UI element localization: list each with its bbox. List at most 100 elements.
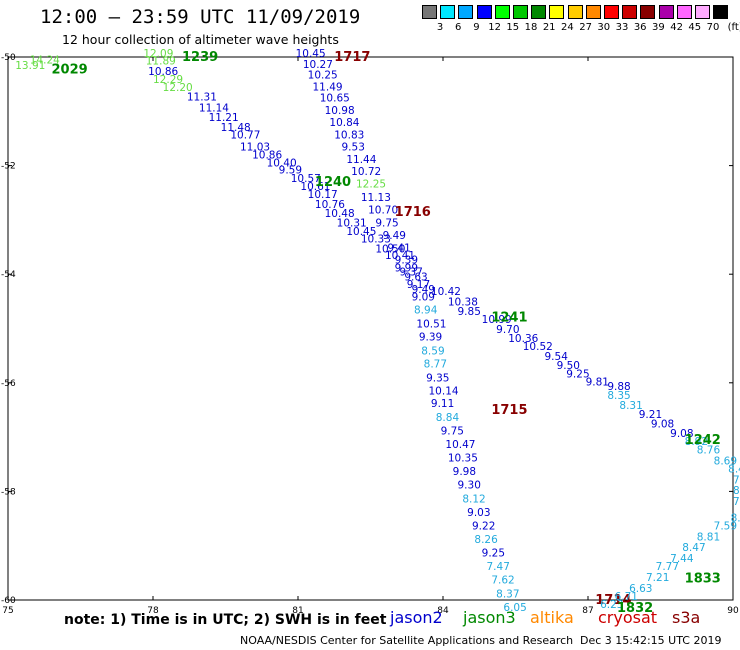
- swh-value: 9.75: [441, 425, 464, 437]
- swh-value: 9.17: [407, 279, 430, 291]
- swh-value: 9.25: [566, 368, 589, 380]
- satellite-jason2: jason2: [390, 608, 443, 627]
- swh-value: 10.52: [523, 341, 553, 353]
- swh-value: 10.27: [303, 59, 333, 71]
- swh-value: 6.63: [629, 583, 652, 595]
- swh-value: 9.50: [557, 360, 580, 372]
- lon-tick-label: 75: [2, 606, 13, 616]
- scale-label: 39: [652, 22, 665, 33]
- swh-value: 10.61: [300, 181, 330, 193]
- swh-value: 10.99: [482, 314, 512, 326]
- lon-tick-label: 78: [147, 606, 159, 616]
- footer-note: note: 1) Time is in UTC; 2) SWH is in fe…: [64, 612, 387, 628]
- satellite-altika: altika: [530, 608, 574, 627]
- swh-value: 10.38: [448, 297, 478, 309]
- page-title: 12:00 — 23:59 UTC 11/09/2019: [40, 6, 361, 28]
- swh-value: 9.63: [404, 272, 427, 284]
- swh-value: 11.14: [199, 102, 229, 114]
- pass-time-label: 1717: [334, 50, 370, 65]
- scale-swatch: [494, 5, 510, 19]
- swh-value: 7.77: [656, 561, 679, 573]
- lat-tick-label: -56: [1, 379, 16, 389]
- scale-swatch: [422, 5, 437, 19]
- scale-swatch: [713, 5, 729, 19]
- swh-value: 12.25: [356, 178, 386, 190]
- lat-tick-label: -58: [1, 487, 16, 497]
- swh-value: 7.21: [646, 572, 669, 584]
- swh-value: 9.54: [545, 351, 569, 363]
- pass-time-label: 1240: [315, 175, 351, 190]
- swh-value: 9.88: [607, 381, 630, 393]
- swh-value: 10.45: [346, 226, 376, 238]
- scale-label: 70: [706, 22, 720, 33]
- scale-swatch: [640, 5, 656, 19]
- swh-value: 7.62: [491, 575, 514, 587]
- swh-value: 8.94: [414, 304, 438, 316]
- swh-value: 8.37: [496, 588, 519, 600]
- swh-value: 10.84: [329, 117, 359, 129]
- scale-unit: (ft): [727, 22, 740, 33]
- swh-value: 6.23: [600, 599, 623, 611]
- swh-value: 9.21: [639, 409, 662, 421]
- scale-label: 27: [579, 22, 592, 33]
- lon-tick-label: 87: [582, 606, 593, 616]
- swh-value: 10.48: [325, 208, 355, 220]
- swh-value: 9.22: [472, 520, 495, 532]
- swh-value: 11.49: [313, 82, 343, 94]
- swh-value: 9.39: [419, 331, 442, 343]
- scale-label: 45: [688, 22, 702, 33]
- scale-swatch: [676, 5, 692, 19]
- swh-value: 6.71: [615, 591, 638, 603]
- scale-swatch: [458, 5, 474, 19]
- map-frame: [7, 56, 734, 601]
- swh-value: 9.70: [496, 324, 519, 336]
- swh-value: 10.77: [230, 129, 260, 141]
- swh-value: 10.70: [368, 204, 398, 216]
- swh-value: 9.41: [387, 242, 410, 254]
- swh-value: 10.42: [431, 286, 461, 298]
- scale-swatch: [440, 5, 456, 19]
- swh-value: 13.91: [15, 60, 45, 72]
- lat-tick-label: -60: [1, 596, 16, 606]
- swh-value: 10.36: [508, 333, 538, 345]
- swh-value: 9.49: [412, 284, 435, 296]
- lat-tick-label: -54: [1, 270, 16, 280]
- pass-time-label: 2029: [52, 62, 88, 77]
- swh-value: 10.35: [448, 453, 478, 465]
- swh-value: 8.77: [424, 359, 447, 371]
- scale-label: 12: [488, 22, 501, 33]
- swh-value: 7.59: [714, 520, 737, 532]
- swh-value: 10.57: [291, 173, 321, 185]
- scale-label: 33: [615, 22, 629, 33]
- swh-value: 11.21: [209, 112, 239, 124]
- swh-value: 8.: [731, 512, 740, 524]
- swh-value: 10.83: [334, 129, 364, 141]
- lat-tick-label: -50: [1, 53, 16, 63]
- swh-value: 9.11: [431, 398, 454, 410]
- scale-label: 9: [473, 22, 480, 33]
- scale-swatch: [513, 5, 528, 19]
- swh-value: 7.44: [670, 553, 694, 565]
- swh-value: 9.08: [651, 418, 674, 430]
- swh-value: 9.25: [482, 548, 505, 560]
- generated-timestamp: Dec 3 15:42:15 UTC 2019: [580, 634, 722, 647]
- swh-value: 9.81: [586, 377, 609, 389]
- swh-value: 8.31: [619, 400, 642, 412]
- swh-value: 10.65: [320, 93, 350, 105]
- satellite-cryosat: cryosat: [598, 608, 658, 627]
- scale-label: 15: [506, 22, 520, 33]
- swh-value: 9.85: [458, 306, 481, 318]
- scale-label: 18: [524, 22, 538, 33]
- swh-value: 9.39: [395, 254, 418, 266]
- swh-value: 9.35: [426, 373, 449, 385]
- scale-swatch: [476, 5, 492, 19]
- credit-text: NOAA/NESDIS Center for Satellite Applica…: [240, 634, 574, 647]
- lon-tick-label: 84: [437, 606, 449, 616]
- swh-value: 9.08: [670, 428, 693, 440]
- swh-value: 14.24: [30, 55, 60, 67]
- swh-value: 10.51: [416, 318, 446, 330]
- lat-tick-label: -52: [1, 162, 16, 172]
- swh-value: 8.12: [462, 493, 485, 505]
- swh-value: 9.75: [375, 217, 398, 229]
